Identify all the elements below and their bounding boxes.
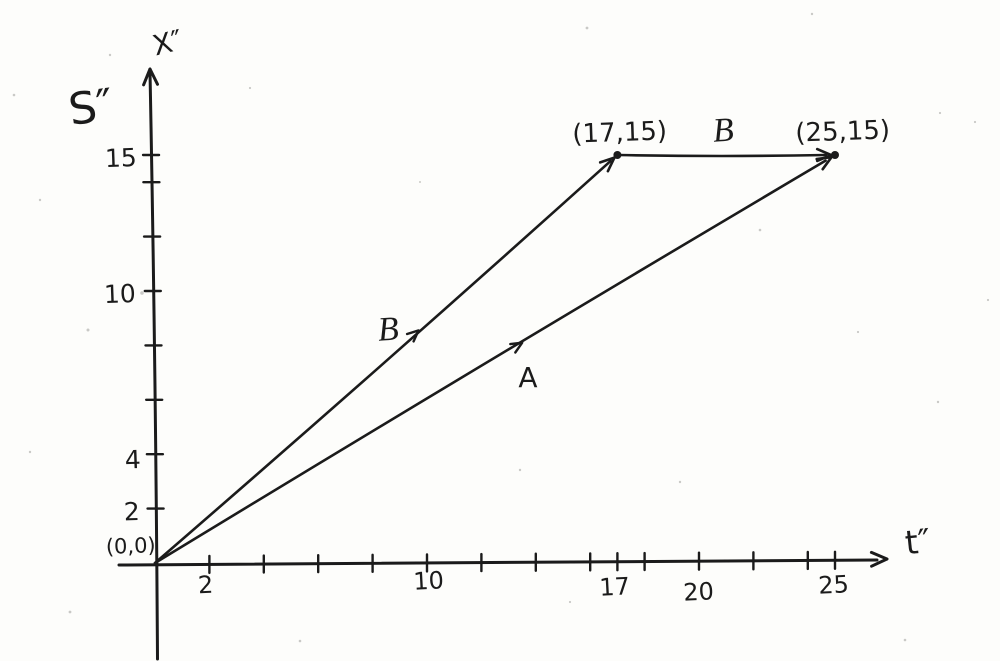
y-tick-label: 15	[104, 143, 137, 173]
data-point	[831, 151, 839, 159]
worldline-B-segment-end-arrowhead	[815, 147, 833, 163]
y-axis-line	[148, 70, 159, 661]
paper-speck	[568, 600, 572, 604]
paper-speck	[68, 610, 72, 614]
data-point-label: (17,15)	[572, 116, 668, 149]
x-tick-label: 10	[413, 566, 445, 596]
paper-speck	[678, 480, 682, 484]
paper-speck	[810, 12, 814, 16]
worldline-B-end-arrowhead	[598, 156, 616, 173]
x-axis-line	[117, 558, 879, 567]
paper-speck	[108, 53, 112, 57]
paper-speck	[38, 198, 42, 202]
paper-speck	[973, 120, 977, 124]
worldline-B-mid-arrowhead	[405, 329, 420, 343]
paper-speck	[86, 328, 90, 332]
y-axis-label: X″	[149, 23, 186, 62]
y-tick-label: 2	[123, 497, 140, 527]
paper-speck	[936, 400, 940, 404]
x-axis-arrowhead	[869, 550, 889, 568]
worldline-A-line	[153, 159, 827, 565]
worldline-A-mid-arrowhead	[509, 341, 524, 354]
x-tick-label: 25	[818, 570, 850, 600]
paper-speck	[938, 111, 942, 115]
frame-label: S″	[65, 79, 116, 136]
origin-label: (0,0)	[105, 533, 156, 559]
paper-speck	[986, 298, 990, 302]
paper-speck	[419, 181, 421, 183]
y-axis-arrowhead	[142, 67, 159, 87]
paper-speck	[758, 228, 762, 232]
data-point-label: (25,15)	[795, 115, 891, 148]
x-tick-label: 20	[683, 577, 715, 607]
paper-speck	[518, 468, 522, 472]
x-tick-label: 2	[197, 571, 214, 600]
data-point	[613, 151, 622, 159]
paper-speck	[12, 93, 16, 97]
worldline-A-label: A	[518, 361, 537, 394]
paper-speck	[298, 639, 302, 643]
y-tick-label: 4	[124, 445, 141, 475]
paper-speck	[248, 86, 252, 90]
worldline-B-label: B	[377, 310, 401, 348]
paper-speck	[28, 450, 32, 454]
worldline-B-line	[153, 159, 612, 565]
paper-speck	[585, 26, 589, 30]
y-tick-label: 10	[103, 279, 136, 309]
paper-speck	[903, 638, 907, 642]
x-tick-label: 17	[599, 572, 631, 602]
worldline-B-segment-line	[616, 153, 828, 158]
paper-speck	[140, 291, 144, 295]
x-axis-label: t″	[903, 521, 932, 562]
paper-speck	[856, 330, 860, 334]
worldline-B-segment-label: B	[712, 111, 736, 149]
